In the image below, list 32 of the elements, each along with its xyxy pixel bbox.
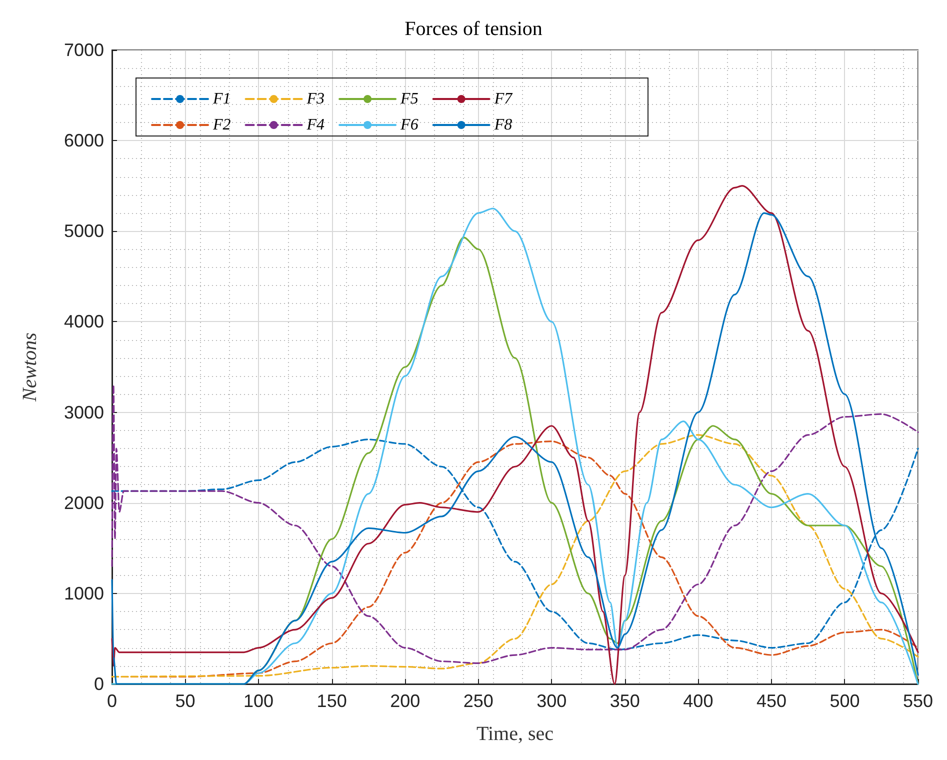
- legend-label: F6: [400, 116, 418, 134]
- y-tick-label: 2000: [64, 492, 104, 513]
- x-tick-label: 100: [244, 691, 274, 711]
- y-tick-label: 0: [94, 674, 104, 694]
- y-tick-label: 6000: [64, 130, 104, 151]
- x-tick-label: 250: [463, 691, 494, 711]
- y-tick-label: 7000: [64, 40, 104, 60]
- x-tick-label: 0: [106, 691, 118, 711]
- legend-label: F1: [212, 90, 231, 108]
- y-axis-title: Newtons: [19, 332, 41, 402]
- legend-label: F5: [400, 90, 418, 108]
- x-tick-label: 50: [175, 691, 196, 711]
- legend-label: F3: [306, 90, 325, 108]
- x-tick-label: 450: [756, 691, 786, 711]
- x-tick-label: 550: [902, 691, 934, 711]
- x-tick-label: 200: [390, 691, 420, 711]
- x-tick-label: 350: [610, 691, 640, 711]
- x-axis-title: Time, sec: [476, 723, 554, 745]
- chart-title: Forces of tension: [404, 18, 542, 40]
- x-tick-label: 500: [830, 691, 860, 711]
- legend-label: F8: [493, 116, 512, 134]
- y-tick-label: 5000: [64, 221, 104, 242]
- y-tick-label: 3000: [64, 402, 104, 422]
- legend-label: F7: [493, 90, 514, 108]
- y-tick-label: 4000: [64, 312, 104, 332]
- x-tick-label: 300: [536, 691, 567, 711]
- x-tick-label: 400: [683, 691, 714, 711]
- y-tick-label: 1000: [64, 583, 104, 604]
- legend-label: F4: [306, 116, 325, 134]
- x-tick-label: 150: [316, 691, 347, 711]
- line-series: [111, 384, 919, 664]
- legend-label: F2: [212, 116, 231, 134]
